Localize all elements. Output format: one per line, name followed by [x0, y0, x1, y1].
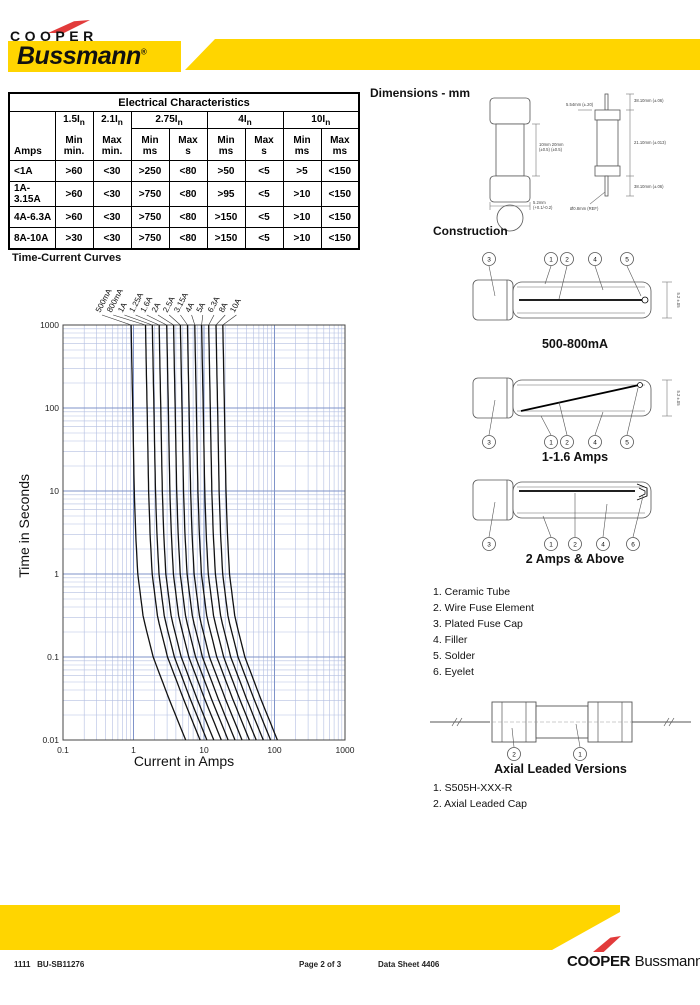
- svg-text:2A: 2A: [150, 300, 163, 313]
- construction-figure-1-1-6-amps: 5.2 ±.05 3 1 2 4 5: [472, 377, 681, 449]
- list-item: 4. Filler: [433, 634, 468, 646]
- svg-text:4: 4: [593, 256, 597, 263]
- svg-text:(+0.1/-0.2): (+0.1/-0.2): [533, 205, 553, 210]
- lead-break-mark: [663, 717, 675, 727]
- eyelet-shape: [636, 483, 648, 501]
- svg-text:(±0.5) (±0.5): (±0.5) (±0.5): [539, 147, 563, 152]
- time-current-chart: 500mA 800mA 1A 1.25A 1.6A 2A 2.5A 3.15A 4A 5A 6.3A…: [8, 266, 360, 766]
- callout-markers: 3 1 2 4 6: [482, 493, 644, 551]
- solder-blob: [637, 382, 643, 388]
- list-item: 2. Axial Leaded Cap: [433, 798, 527, 810]
- svg-text:5: 5: [625, 256, 629, 263]
- construction-heading: Construction: [433, 224, 508, 238]
- time-current-curves-heading: Time-Current Curves: [12, 252, 122, 264]
- svg-text:5A: 5A: [195, 300, 208, 313]
- bussmann-logo: Bussmann®: [8, 41, 181, 72]
- list-item: 1. S505H-XXX-R: [433, 782, 513, 794]
- svg-text:100: 100: [267, 745, 281, 755]
- svg-text:Ø0.8mm (REF): Ø0.8mm (REF): [570, 206, 599, 211]
- svg-text:4: 4: [601, 541, 605, 548]
- dimensions-heading: Dimensions - mm: [370, 86, 471, 100]
- construction-parts-list: 1. Ceramic Tube 2. Wire Fuse Element 3. …: [433, 584, 534, 680]
- dimensions-drawing: 10mm 20mm (±0.5) (±0.5) 5.2mm (+0.1/-0.2…: [489, 93, 666, 232]
- axial-caption: Axial Leaded Versions: [494, 762, 627, 776]
- svg-text:5.54mm (±.20): 5.54mm (±.20): [566, 102, 594, 107]
- list-item: 2. Wire Fuse Element: [433, 602, 534, 614]
- axial-list: 1. S505H-XXX-R 2. Axial Leaded Cap: [433, 780, 527, 812]
- svg-text:1: 1: [131, 745, 136, 755]
- list-item: 3. Plated Fuse Cap: [433, 618, 523, 630]
- footer-yellow-band: [0, 905, 620, 950]
- cooper-red-mark-icon: [593, 936, 621, 952]
- y-axis-label: Time in Seconds: [16, 474, 32, 578]
- svg-text:5: 5: [625, 439, 629, 446]
- callout-markers: 3 1 2 4 5: [482, 252, 642, 300]
- svg-text:1000: 1000: [336, 745, 355, 755]
- footer-datasheet-number: Data Sheet 4406: [378, 960, 440, 969]
- footer-doc-number: 1111 BU-SB11276: [14, 960, 85, 969]
- electrical-characteristics-table: Electrical Characteristics Amps 1.5In 2.1In…: [8, 92, 361, 250]
- svg-text:0.1: 0.1: [47, 652, 59, 662]
- svg-text:4A: 4A: [183, 300, 196, 313]
- svg-text:1000: 1000: [40, 320, 59, 330]
- svg-text:5.2mm: 5.2mm: [533, 200, 546, 205]
- figure-caption: 500-800mA: [541, 337, 608, 351]
- svg-text:1: 1: [549, 439, 553, 446]
- solder-blob: [641, 296, 649, 304]
- svg-text:10: 10: [50, 486, 60, 496]
- svg-text:10A: 10A: [228, 297, 243, 314]
- callout-markers: 3 1 2 4 5: [482, 387, 639, 449]
- svg-text:6: 6: [631, 541, 635, 548]
- svg-text:1A: 1A: [116, 300, 129, 313]
- registered-mark: ®: [140, 47, 147, 57]
- x-axis-label: Current in Amps: [133, 753, 235, 769]
- svg-text:21.10mm (±.013): 21.10mm (±.013): [634, 140, 666, 145]
- footer-page-number: Page 2 of 3: [299, 960, 342, 969]
- svg-text:5.2 ±.05: 5.2 ±.05: [676, 292, 681, 308]
- svg-text:3: 3: [487, 541, 491, 548]
- bussmann-wordmark: Bussmann®: [17, 42, 147, 70]
- svg-text:1: 1: [549, 256, 553, 263]
- list-item: 5. Solder: [433, 650, 476, 662]
- svg-text:1: 1: [549, 541, 553, 548]
- construction-figure-500-800ma: 5.2 ±.05 3 1 2 4 5: [472, 252, 681, 321]
- svg-text:100: 100: [45, 403, 59, 413]
- svg-text:2: 2: [565, 439, 569, 446]
- svg-text:8A: 8A: [217, 300, 230, 313]
- svg-text:10: 10: [199, 745, 209, 755]
- svg-text:3: 3: [487, 256, 491, 263]
- list-item: 6. Eyelet: [433, 666, 474, 678]
- eyelet-shape-inner: [638, 487, 646, 498]
- yellow-swoosh: [185, 39, 700, 70]
- svg-text:4: 4: [593, 439, 597, 446]
- svg-text:2: 2: [512, 751, 516, 758]
- svg-text:0.1: 0.1: [57, 745, 69, 755]
- footer-logo: COOPER Bussmann: [567, 953, 700, 971]
- svg-text:5.2 ±.05: 5.2 ±.05: [676, 390, 681, 406]
- figure-caption: 2 Amps & Above: [525, 552, 625, 566]
- svg-text:1: 1: [578, 751, 582, 758]
- svg-text:0.01: 0.01: [42, 735, 59, 745]
- svg-text:3: 3: [487, 439, 491, 446]
- construction-figure-2-amps-above: 3 1 2 4 6: [472, 479, 652, 551]
- figure-caption: 1-1.6 Amps: [541, 450, 609, 464]
- cooper-wordmark: COOPER: [10, 28, 98, 44]
- cooper-wordmark: COOPER: [567, 953, 631, 970]
- svg-text:38.10mm (±.06): 38.10mm (±.06): [634, 184, 664, 189]
- svg-text:38.10mm (±.06): 38.10mm (±.06): [634, 98, 664, 103]
- svg-text:2: 2: [573, 541, 577, 548]
- wire-element-line: [520, 384, 640, 412]
- svg-text:2: 2: [565, 256, 569, 263]
- svg-text:10mm 20mm: 10mm 20mm: [539, 142, 564, 147]
- lead-break-mark: [451, 717, 463, 727]
- bussmann-wordmark: Bussmann: [634, 953, 700, 970]
- list-item: 1. Ceramic Tube: [433, 586, 511, 598]
- svg-text:1: 1: [54, 569, 59, 579]
